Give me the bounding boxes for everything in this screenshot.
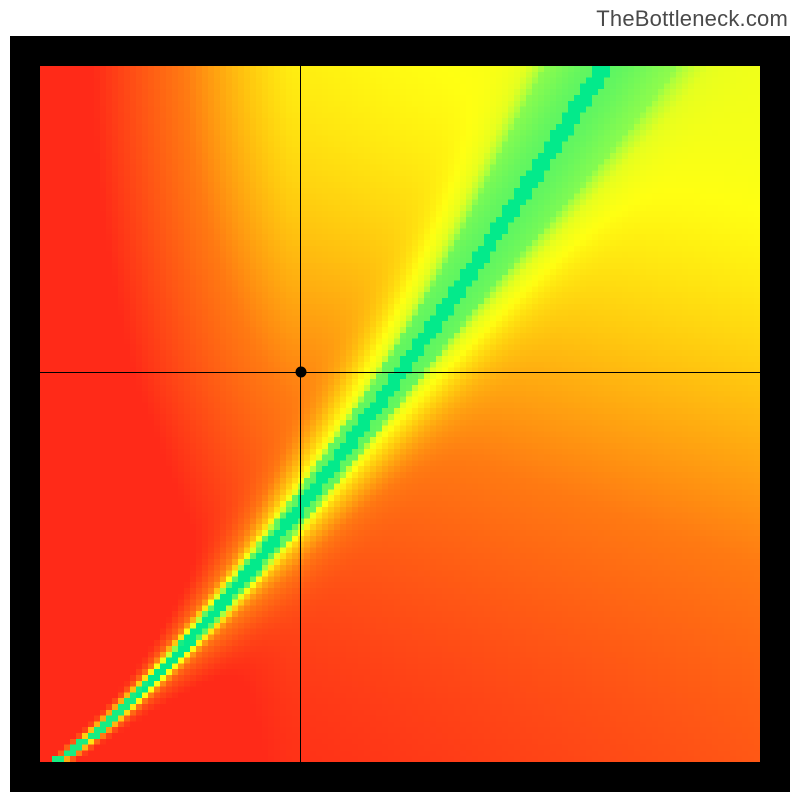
attribution-text: TheBottleneck.com <box>596 6 788 32</box>
selected-point-marker <box>295 367 306 378</box>
crosshair-horizontal <box>40 372 760 373</box>
chart-container: TheBottleneck.com <box>0 0 800 800</box>
bottleneck-heatmap <box>40 66 760 762</box>
crosshair-vertical <box>300 66 301 762</box>
